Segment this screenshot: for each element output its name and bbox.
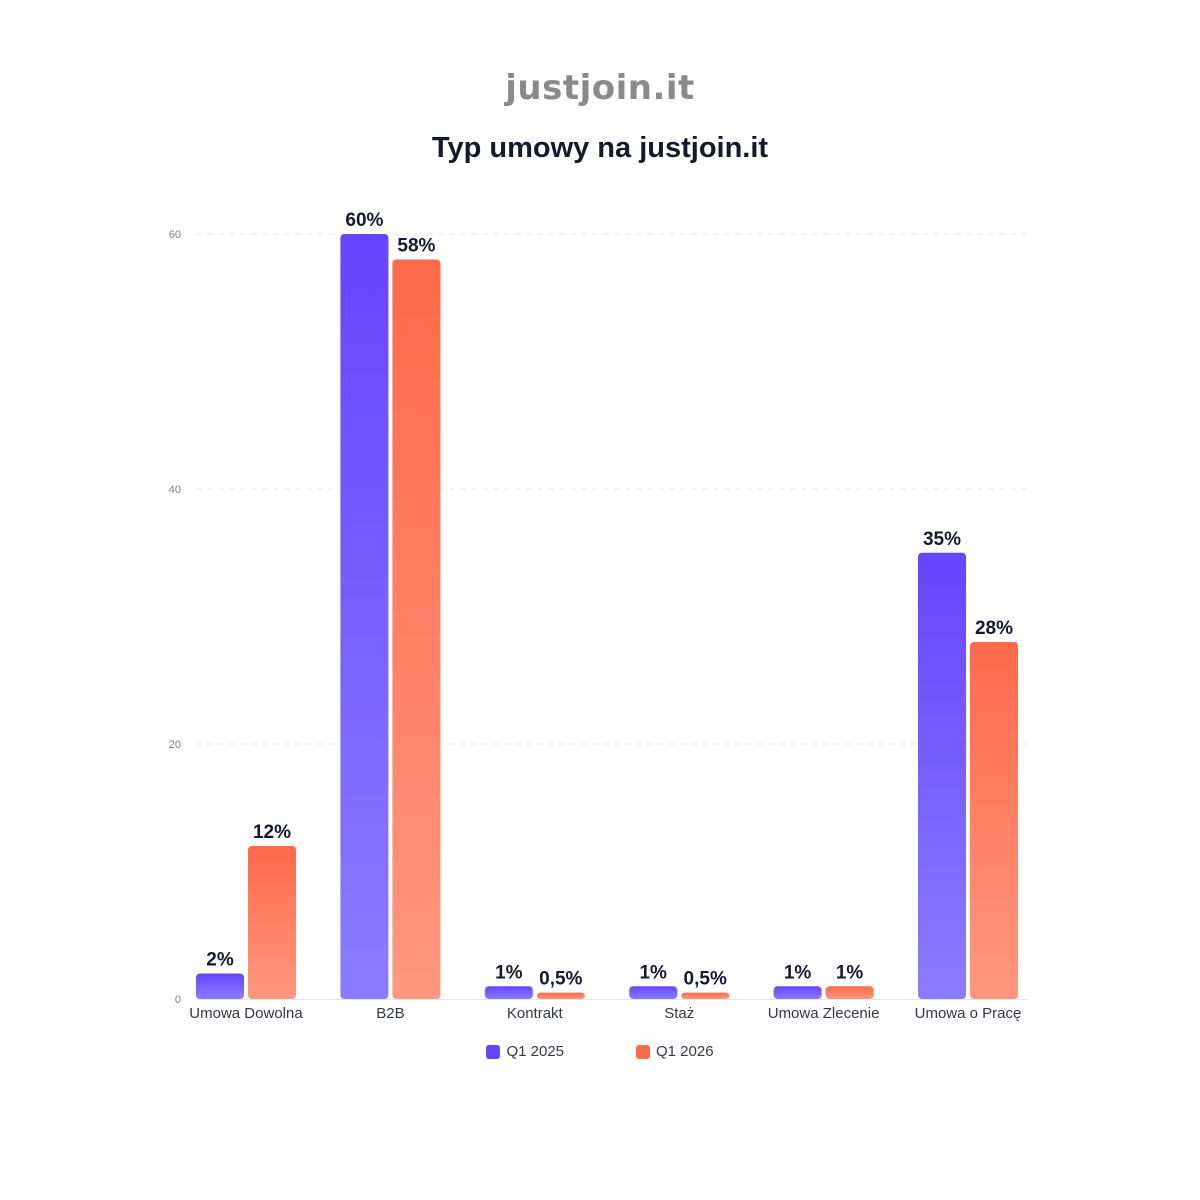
data-label: 1% xyxy=(836,962,864,983)
bar-q1-2025-1[interactable] xyxy=(340,234,389,999)
data-label: 60% xyxy=(345,210,383,231)
data-label: 1% xyxy=(639,962,667,983)
bars xyxy=(196,234,1018,999)
chart-title: Typ umowy na justjoin.it xyxy=(431,132,769,164)
data-label: 0,5% xyxy=(539,969,582,990)
bar-q1-2026-4[interactable] xyxy=(825,986,874,999)
x-tick-label: Umowa o Pracę xyxy=(915,1005,1022,1022)
legend-label: Q1 2026 xyxy=(656,1043,714,1060)
data-label: 35% xyxy=(923,529,961,550)
data-label: 1% xyxy=(495,962,523,983)
bar-q1-2025-2[interactable] xyxy=(484,986,533,999)
bar-q1-2025-5[interactable] xyxy=(918,552,966,999)
x-tick-label: Staż xyxy=(664,1005,694,1022)
bar-q1-2026-0[interactable] xyxy=(248,846,296,999)
grid-lines xyxy=(196,233,1028,1000)
bar-q1-2026-5[interactable] xyxy=(970,642,1018,999)
legend-item-q1-2025[interactable]: Q1 2025 xyxy=(486,1043,564,1060)
data-label: 28% xyxy=(975,618,1013,639)
data-label: 58% xyxy=(397,236,435,257)
x-tick-label: Umowa Zlecenie xyxy=(768,1005,880,1022)
y-tick-label: 40 xyxy=(169,484,181,496)
legend-item-q1-2026[interactable]: Q1 2026 xyxy=(636,1043,714,1060)
bar-q1-2025-4[interactable] xyxy=(773,986,822,999)
bar-q1-2026-1[interactable] xyxy=(392,259,441,1000)
bar-q1-2026-2[interactable] xyxy=(536,992,585,999)
y-tick-label: 20 xyxy=(169,739,181,751)
data-label: 12% xyxy=(253,822,291,843)
legend: Q1 2025 Q1 2026 xyxy=(0,1043,1200,1060)
data-label: 1% xyxy=(784,962,812,983)
brand-logo: justjoin.it xyxy=(505,68,695,108)
legend-swatch xyxy=(486,1044,501,1059)
data-label: 2% xyxy=(206,950,234,971)
legend-swatch xyxy=(636,1044,650,1059)
legend-label: Q1 2025 xyxy=(506,1043,564,1060)
data-label: 0,5% xyxy=(684,969,727,990)
y-tick-label: 60 xyxy=(169,229,181,241)
x-tick-label: Umowa Dowolna xyxy=(189,1005,303,1022)
labels: 0 20 40 60 2% 12% Umowa Dowolna 60% 58% B2B 1% 0,5%… xyxy=(169,210,1022,1022)
x-tick-label: B2B xyxy=(376,1005,404,1022)
y-tick-label: 0 xyxy=(175,994,181,1006)
bar-q1-2025-0[interactable] xyxy=(196,973,244,1000)
bar-q1-2026-3[interactable] xyxy=(681,992,730,999)
x-tick-label: Kontrakt xyxy=(507,1005,564,1022)
bar-q1-2025-3[interactable] xyxy=(629,986,678,999)
